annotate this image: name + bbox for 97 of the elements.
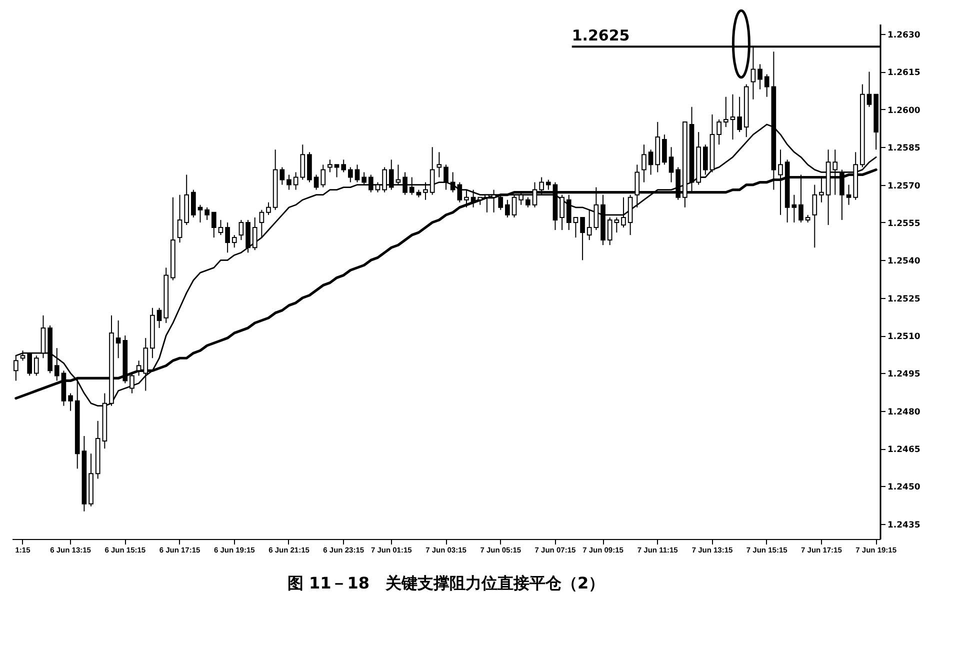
candlestick <box>368 174 374 193</box>
y-tick-label: 1.2495 <box>888 370 920 380</box>
candlestick <box>566 194 572 230</box>
candlestick <box>362 172 366 186</box>
candlestick <box>723 96 728 128</box>
candlestick <box>450 172 456 193</box>
candlestick <box>354 164 360 183</box>
y-tick-label: 1.2525 <box>888 294 920 304</box>
candlestick <box>341 159 346 173</box>
candlestick <box>526 196 530 208</box>
candlestick <box>444 164 448 190</box>
candlestick <box>866 71 872 108</box>
candlestick <box>580 216 585 261</box>
candlestick <box>560 194 564 230</box>
candlestick <box>505 199 510 218</box>
candlestick <box>484 194 490 213</box>
ref-line-label: 1.2625 <box>572 26 630 45</box>
candlestick <box>320 164 326 188</box>
candlestick <box>819 176 824 203</box>
candlestick <box>642 144 646 183</box>
candlestick <box>218 219 224 236</box>
candlestick <box>293 172 298 190</box>
candlestick <box>204 206 210 220</box>
candlestick <box>286 174 292 190</box>
candlestick <box>300 144 306 180</box>
y-tick-label: 1.2540 <box>888 256 920 267</box>
text: 图 11－18 关键支撑阻力位直接平仓（2） <box>287 574 605 592</box>
candlestick <box>156 307 162 328</box>
candlestick <box>375 182 380 193</box>
candlestick <box>34 355 39 376</box>
candlestick <box>348 166 353 183</box>
candlestick <box>470 189 476 208</box>
candlestick <box>211 212 216 238</box>
candlestick <box>396 164 401 186</box>
candlestick <box>225 222 230 254</box>
candlestick <box>546 179 551 190</box>
candlestick <box>648 149 654 176</box>
candlestick <box>328 159 332 173</box>
candlestick <box>573 216 578 238</box>
candlestick <box>388 159 394 190</box>
y-tick-label: 1.2585 <box>888 144 920 154</box>
candlestick <box>314 174 319 190</box>
candlestick <box>266 202 271 216</box>
candlestick <box>662 134 667 166</box>
candlestick <box>539 176 544 196</box>
candlestick <box>730 94 736 140</box>
candlestick <box>621 196 626 228</box>
candlestick <box>798 174 804 223</box>
candlestick <box>198 204 203 223</box>
y-tick-label: 1.2555 <box>888 218 920 229</box>
y-tick-label: 1.2510 <box>888 332 920 342</box>
candlestick <box>846 184 852 206</box>
y-tick-label: 1.2600 <box>888 106 920 116</box>
y-tick-label: 1.2450 <box>888 482 920 493</box>
candlestick <box>238 219 244 241</box>
candlestick <box>512 194 517 218</box>
candlestick <box>491 189 496 213</box>
candlestick <box>812 184 818 248</box>
candlestick <box>586 209 592 241</box>
candlestick <box>409 176 414 196</box>
candlestick <box>54 348 60 382</box>
candlestick <box>436 152 442 178</box>
candlestick <box>518 192 524 206</box>
candlestick <box>430 146 435 196</box>
candlestick <box>532 182 538 208</box>
candlestick <box>716 118 722 146</box>
candlestick <box>259 209 264 238</box>
candlestick <box>758 64 762 90</box>
candlestick <box>594 186 599 230</box>
candlestick <box>702 144 708 176</box>
candlestick <box>334 164 340 178</box>
candlestick <box>737 96 742 133</box>
candlestick <box>136 360 142 376</box>
candlestick <box>232 234 237 248</box>
candlestick <box>190 189 196 218</box>
candlestick <box>116 320 121 359</box>
candlestick <box>498 194 504 210</box>
candlestick <box>464 189 469 208</box>
candlestick <box>68 392 73 412</box>
y-tick-label: 1.2435 <box>888 520 920 530</box>
candlestick <box>402 172 408 196</box>
candlestick <box>668 146 674 183</box>
candlestick <box>177 194 182 244</box>
candlestick <box>764 74 770 98</box>
y-tick-label: 1.2615 <box>888 68 920 78</box>
candlestick <box>252 216 258 251</box>
y-tick-label: 1.2630 <box>888 30 920 41</box>
y-tick-label: 1.2465 <box>888 445 920 456</box>
candlestick <box>792 194 797 223</box>
candlestick <box>423 182 428 200</box>
candlestick <box>130 372 134 394</box>
candlestick <box>20 350 26 362</box>
y-tick-label: 1.2480 <box>888 407 920 418</box>
candlestick <box>27 352 32 376</box>
candlestick <box>457 182 462 203</box>
candlestick <box>382 166 387 193</box>
y-tick-label: 1.2570 <box>888 181 920 192</box>
